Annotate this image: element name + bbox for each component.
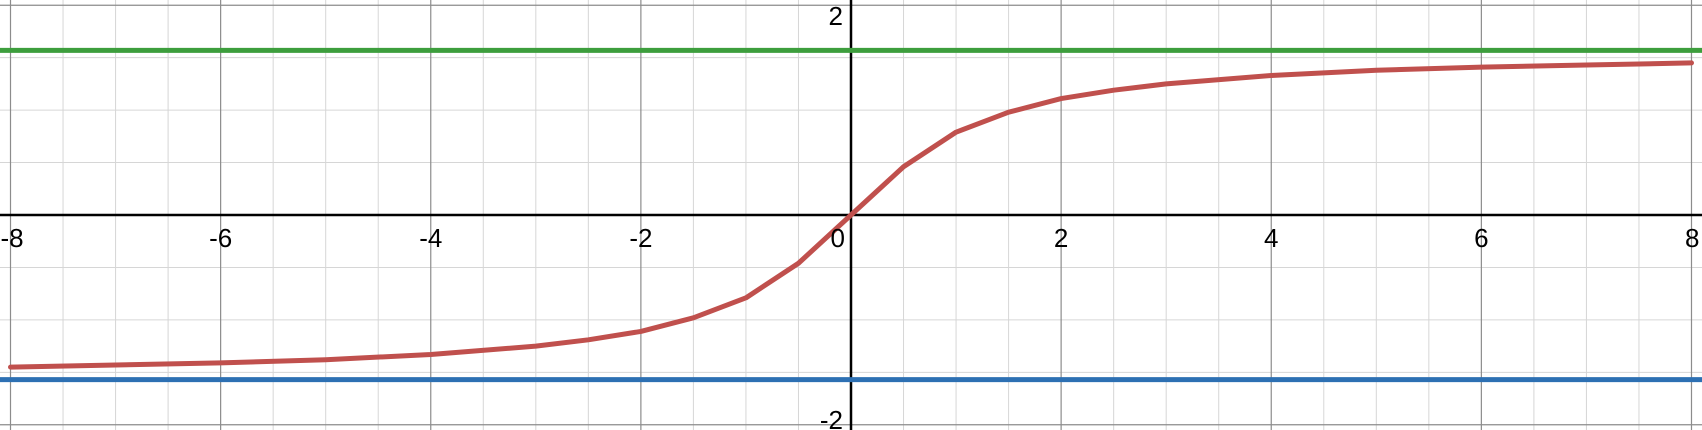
x-tick-label: -8	[1, 223, 24, 253]
y-tick-label: -2	[820, 405, 843, 430]
series-line-0	[8, 60, 1694, 370]
x-tick-label: -2	[629, 223, 652, 253]
x-tick-label: 0	[831, 223, 845, 253]
x-tick-label: 8	[1685, 223, 1699, 253]
x-tick-label: 4	[1264, 223, 1278, 253]
series-layer	[0, 47, 1702, 383]
y-tick-label: 2	[829, 1, 843, 31]
x-tick-label: -4	[419, 223, 442, 253]
x-tick-label: 2	[1054, 223, 1068, 253]
x-tick-label: 6	[1474, 223, 1488, 253]
x-tick-label: -6	[209, 223, 232, 253]
